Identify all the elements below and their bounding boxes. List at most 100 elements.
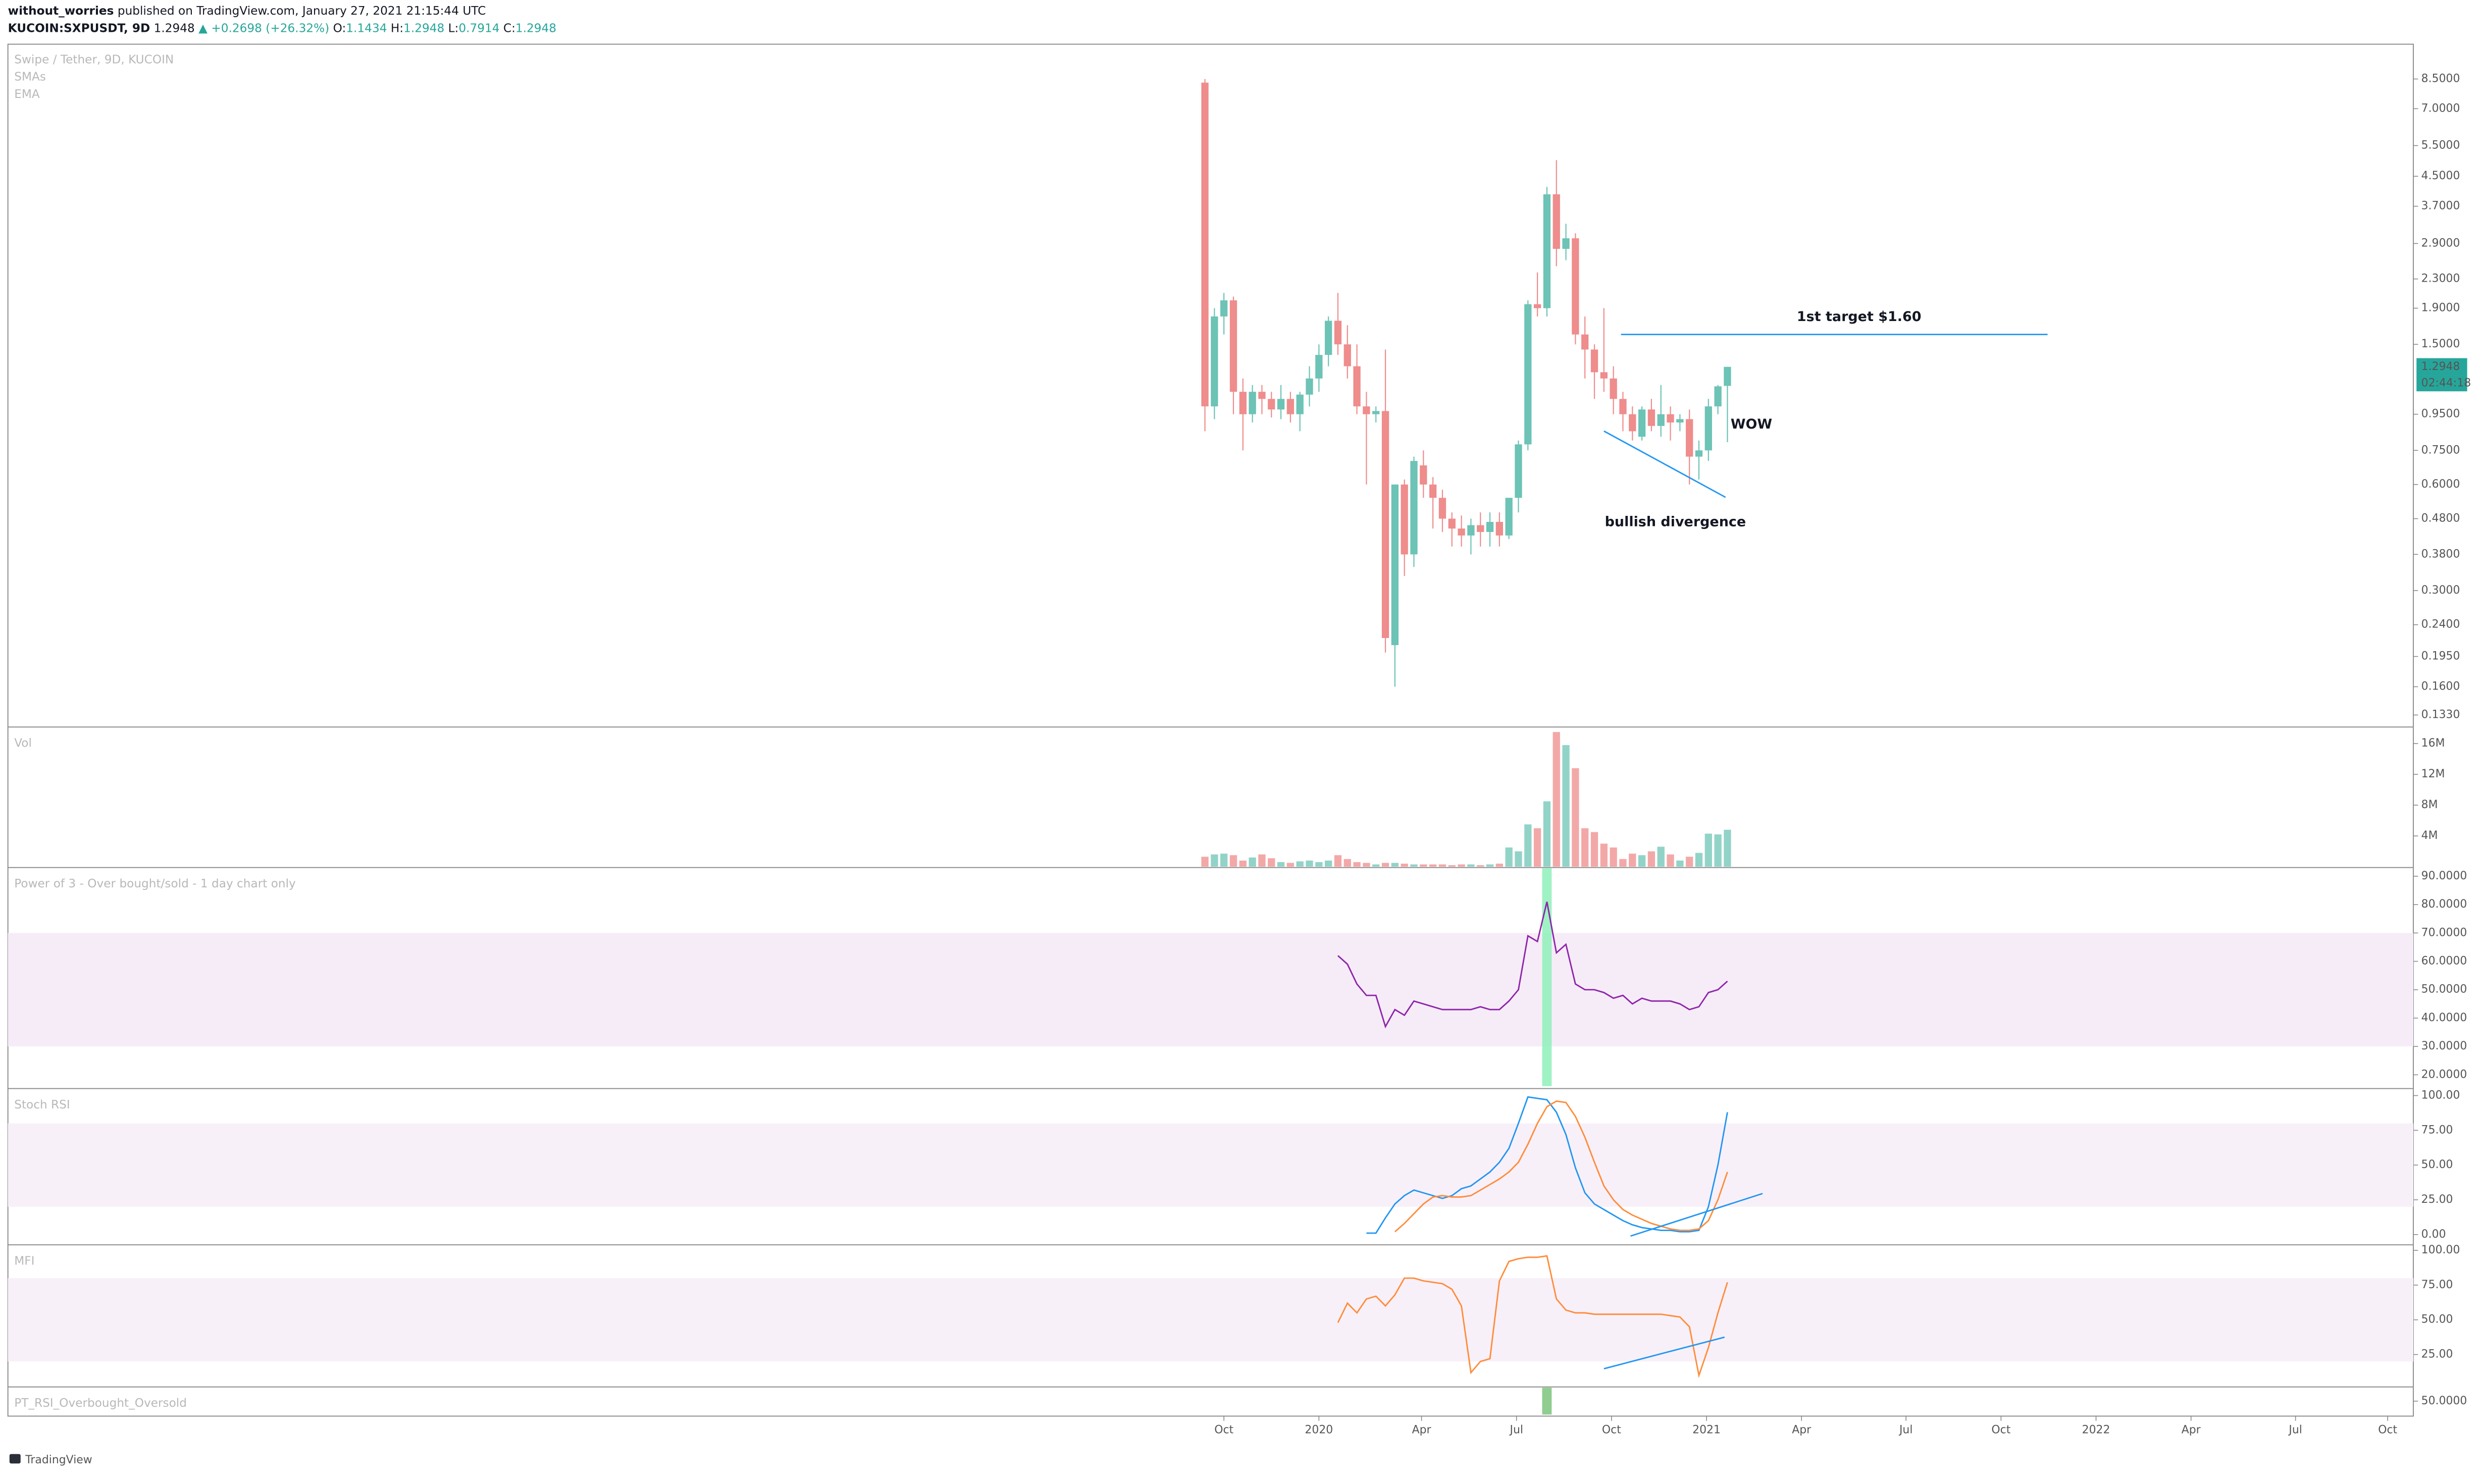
symbol-line: KUCOIN:SXPUSDT, 9D 1.2948 ▲ +0.2698 (+26… xyxy=(8,21,556,35)
y-tick-label: 25.00 xyxy=(2421,1348,2453,1361)
ohlc-o: O: xyxy=(333,21,346,35)
price: 1.2948 xyxy=(154,21,195,35)
pane-title: PT_RSI_Overbought_Oversold xyxy=(14,1396,187,1410)
candle-body xyxy=(1229,300,1237,392)
candle-body xyxy=(1553,194,1560,249)
candle-body xyxy=(1467,525,1475,536)
countdown-label: 02:44:18 xyxy=(2421,377,2471,390)
x-tick-label: 2020 xyxy=(1305,1424,1333,1437)
y-tick-label: 100.00 xyxy=(2421,1089,2460,1101)
pane: Power of 3 - Over bought/sold - 1 day ch… xyxy=(8,868,2467,1086)
volume-bar xyxy=(1524,824,1532,867)
volume-bar xyxy=(1438,864,1446,867)
x-tick-label: Oct xyxy=(1602,1424,1621,1437)
candle-body xyxy=(1619,399,1627,414)
volume-bar xyxy=(1268,858,1275,867)
y-tick-label: 4M xyxy=(2421,829,2438,842)
y-tick-label: 3.7000 xyxy=(2421,200,2460,213)
volume-bar xyxy=(1334,855,1342,867)
candle-body xyxy=(1724,366,1731,386)
volume-bar xyxy=(1477,865,1484,867)
volume-bar xyxy=(1704,833,1712,867)
ohlc-l: L: xyxy=(448,21,459,35)
y-tick-label: 50.0000 xyxy=(2421,1395,2467,1407)
candle-body xyxy=(1239,392,1247,414)
logo-icon xyxy=(9,1454,21,1464)
candle-body xyxy=(1657,414,1665,426)
candle-body xyxy=(1477,525,1484,532)
volume-bar xyxy=(1306,860,1313,867)
volume-bar xyxy=(1353,862,1361,867)
volume-bar xyxy=(1372,864,1380,867)
candle-body xyxy=(1249,392,1256,414)
trend-line xyxy=(1630,1193,1763,1237)
y-tick-label: 75.00 xyxy=(2421,1124,2453,1136)
y-tick-label: 8.5000 xyxy=(2421,73,2460,85)
band xyxy=(8,1278,2413,1362)
pane: Vol 16M 12M 8M 4M xyxy=(14,732,2445,867)
volume-bar xyxy=(1714,834,1722,867)
indicator-label: EMA xyxy=(14,87,40,101)
volume-bar xyxy=(1410,864,1418,867)
y-tick-label: 5.5000 xyxy=(2421,139,2460,151)
candle-body xyxy=(1458,528,1465,536)
volume-bar xyxy=(1610,847,1617,867)
candle-body xyxy=(1695,450,1703,457)
candle-body xyxy=(1562,238,1570,249)
y-tick-label: 0.3800 xyxy=(2421,548,2460,560)
volume-bar xyxy=(1590,832,1598,867)
indicator-line xyxy=(1366,1096,1728,1234)
candle-body xyxy=(1286,399,1295,414)
y-tick-label: 30.0000 xyxy=(2421,1040,2467,1052)
candle-body xyxy=(1268,399,1275,410)
pane-title: Swipe / Tether, 9D, KUCOIN xyxy=(14,52,174,66)
candle-body xyxy=(1325,321,1332,355)
y-tick-label: 80.0000 xyxy=(2421,898,2467,911)
candle-body xyxy=(1486,521,1494,532)
pane: PT_RSI_Overbought_Oversold 50.0000 xyxy=(14,1388,2467,1415)
volume-bar xyxy=(1391,863,1399,867)
volume-bar xyxy=(1533,828,1541,867)
y-tick-label: 60.0000 xyxy=(2421,955,2467,968)
volume-bar xyxy=(1600,843,1608,867)
x-tick-label: Apr xyxy=(1792,1424,1811,1437)
candle-body xyxy=(1381,411,1389,638)
author: without_worries xyxy=(8,4,114,17)
volume-bar xyxy=(1229,855,1237,867)
volume-bar xyxy=(1363,863,1370,867)
candle-body xyxy=(1277,399,1285,410)
volume-bar xyxy=(1343,859,1351,867)
candle-body xyxy=(1714,386,1722,407)
indicator-line xyxy=(1394,1100,1728,1233)
y-tick-label: 50.00 xyxy=(2421,1313,2453,1326)
y-tick-label: 0.6000 xyxy=(2421,478,2460,491)
candle-body xyxy=(1372,411,1380,414)
volume-bar xyxy=(1686,857,1693,867)
volume-bar xyxy=(1505,847,1513,867)
y-tick-label: 4.5000 xyxy=(2421,170,2460,182)
countdown-box xyxy=(2416,375,2467,392)
candle-body xyxy=(1667,414,1674,423)
ohlc-h-value: 1.2948 xyxy=(403,21,444,35)
candle-body xyxy=(1704,406,1712,451)
y-tick-label: 0.7500 xyxy=(2421,444,2460,456)
volume-bar xyxy=(1420,864,1427,867)
band xyxy=(8,933,2413,1047)
volume-bar xyxy=(1553,732,1560,867)
volume-bar xyxy=(1286,863,1295,867)
ohlc-c: C: xyxy=(503,21,515,35)
volume-bar xyxy=(1543,801,1551,867)
volume-bar xyxy=(1401,863,1408,867)
volume-bar xyxy=(1448,865,1456,867)
y-tick-label: 7.0000 xyxy=(2421,102,2460,115)
x-tick-label: Jul xyxy=(2288,1424,2302,1437)
y-tick-label: 2.9000 xyxy=(2421,237,2460,249)
candle-body xyxy=(1686,419,1693,457)
pane: Stoch RSI 100.00 75.00 50.00 25.00 0.00 xyxy=(8,1089,2460,1241)
volume-bar xyxy=(1277,862,1285,867)
ohlc-o-value: 1.1434 xyxy=(346,21,387,35)
y-tick-label: 20.0000 xyxy=(2421,1068,2467,1081)
candle-body xyxy=(1448,518,1456,529)
x-tick-label: Oct xyxy=(2378,1424,2397,1437)
